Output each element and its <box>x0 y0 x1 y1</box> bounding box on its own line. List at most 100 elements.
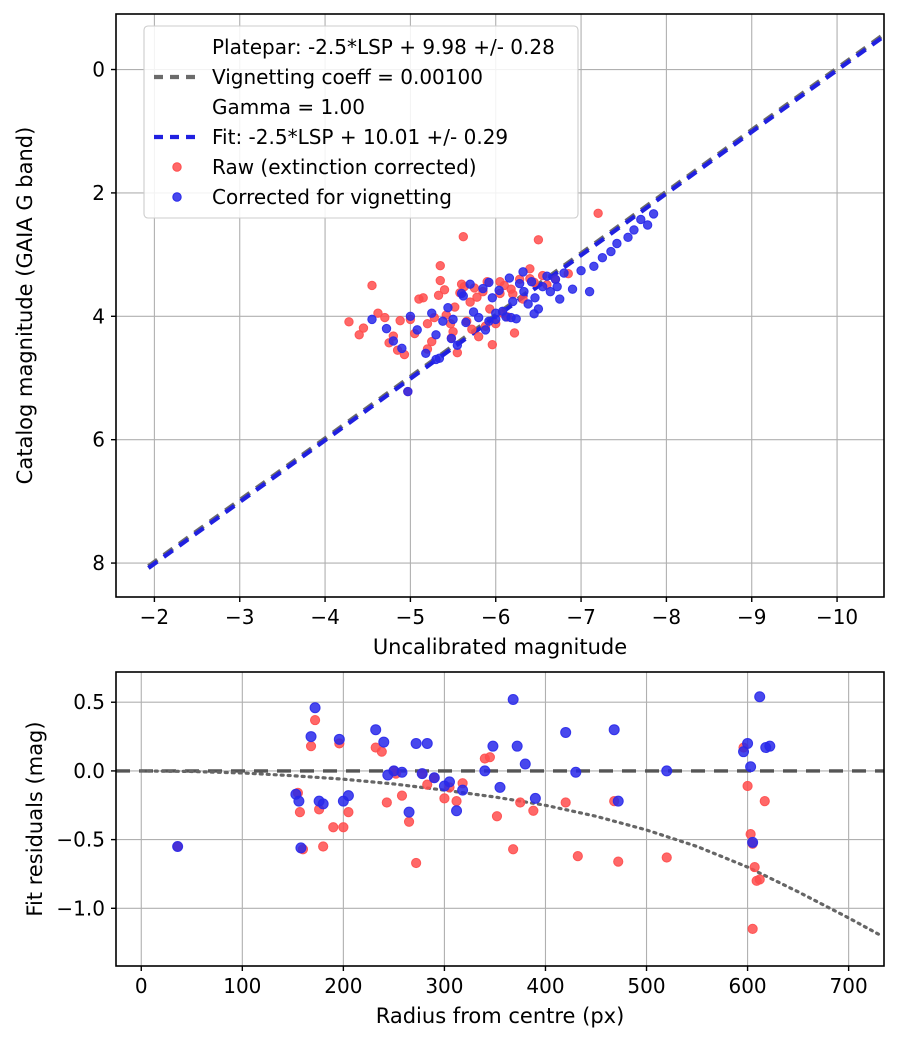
data-point <box>648 209 659 219</box>
data-point <box>343 807 354 818</box>
data-point <box>376 746 387 757</box>
data-point <box>523 299 533 309</box>
data-point <box>572 850 583 862</box>
data-point <box>507 693 519 705</box>
x-tick-label: 500 <box>627 974 665 998</box>
axes-frame <box>115 13 885 598</box>
legend-label: Fit: -2.5*LSP + 10.01 +/- 0.29 <box>212 125 508 149</box>
data-point <box>515 797 526 808</box>
data-point <box>528 805 539 816</box>
data-point <box>433 290 444 301</box>
y-tick-label: −1.0 <box>56 896 105 920</box>
data-point <box>367 280 377 291</box>
y-tick-label: −0.5 <box>56 828 105 852</box>
x-tick-label: −7 <box>566 605 595 629</box>
x-tick-label: −10 <box>816 605 858 629</box>
data-point <box>416 768 428 780</box>
data-point <box>439 285 450 295</box>
legend: Platepar: -2.5*LSP + 9.98 +/- 0.28 Vignet… <box>143 25 579 219</box>
data-point <box>328 822 339 833</box>
data-point <box>623 232 633 243</box>
y-tick-label: 2 <box>92 181 105 205</box>
data-point <box>309 702 321 714</box>
data-point <box>465 297 475 307</box>
data-point <box>431 354 441 365</box>
data-point <box>526 277 537 287</box>
data-point <box>559 268 569 278</box>
data-point <box>487 339 498 350</box>
data-point <box>537 281 548 292</box>
data-point <box>405 311 416 321</box>
data-point <box>295 842 307 854</box>
data-point <box>397 343 407 354</box>
data-point <box>370 724 382 736</box>
data-point <box>403 386 413 397</box>
x-axis-label: Radius from centre (px) <box>376 1004 625 1028</box>
data-point <box>458 232 469 242</box>
data-point <box>465 279 475 289</box>
x-tick-label: 0 <box>135 974 148 998</box>
data-point <box>542 271 552 281</box>
axes-frame <box>115 671 885 967</box>
data-point <box>427 308 437 318</box>
data-point <box>552 281 562 292</box>
data-point <box>754 874 765 885</box>
data-point <box>422 779 433 790</box>
data-point <box>545 286 556 297</box>
gridlines <box>116 672 884 966</box>
x-tick-label: 700 <box>830 974 868 998</box>
y-tick-label: 0.0 <box>73 759 105 783</box>
data-point <box>612 238 622 249</box>
data-point <box>435 261 445 271</box>
legend-label: Gamma = 1.00 <box>212 95 365 119</box>
data-point <box>479 765 491 777</box>
data-point <box>431 330 441 340</box>
data-point <box>530 293 540 303</box>
data-point <box>584 286 595 297</box>
data-point <box>570 766 582 778</box>
data-point <box>317 798 329 810</box>
data-point <box>358 323 369 333</box>
data-point <box>514 278 525 289</box>
data-point <box>613 856 624 867</box>
data-point <box>560 797 571 808</box>
data-point <box>439 793 450 804</box>
data-point <box>411 857 422 869</box>
x-tick-label: 300 <box>425 974 463 998</box>
data-point <box>410 737 422 749</box>
data-point <box>448 314 458 325</box>
data-point <box>422 318 433 329</box>
data-point <box>451 805 463 817</box>
data-point <box>661 765 673 777</box>
axes-photometry-calibration: −2 −3 −4 −5 −6 −7 −8 −9 −10 0 2 4 6 8 Uncalibrated mag… <box>13 13 885 659</box>
data-point <box>533 235 544 245</box>
data-point <box>494 285 504 296</box>
data-point <box>494 781 506 793</box>
data-point <box>403 806 415 818</box>
data-point <box>293 795 305 807</box>
data-point <box>511 740 523 752</box>
data-point <box>367 314 377 325</box>
x-tick-label: 100 <box>223 974 261 998</box>
x-tick-label: 600 <box>728 974 766 998</box>
data-point <box>519 286 529 297</box>
legend-label: Vignetting coeff = 0.00100 <box>212 65 483 89</box>
y-tick-label: 6 <box>92 428 105 452</box>
data-point <box>428 772 440 784</box>
data-point <box>491 308 501 318</box>
legend-marker-swatch <box>172 162 182 172</box>
data-point <box>472 292 482 302</box>
legend-box <box>143 25 579 219</box>
data-point <box>172 840 184 852</box>
data-point <box>438 780 450 792</box>
data-point <box>759 796 770 807</box>
data-point <box>608 724 620 736</box>
data-point <box>467 324 477 334</box>
data-point <box>421 348 431 359</box>
x-tick-label: −8 <box>652 605 681 629</box>
data-point <box>373 308 383 318</box>
legend-label: Corrected for vignetting <box>212 185 452 209</box>
legend-label: Raw (extinction corrected) <box>212 155 477 179</box>
data-point <box>403 816 415 827</box>
